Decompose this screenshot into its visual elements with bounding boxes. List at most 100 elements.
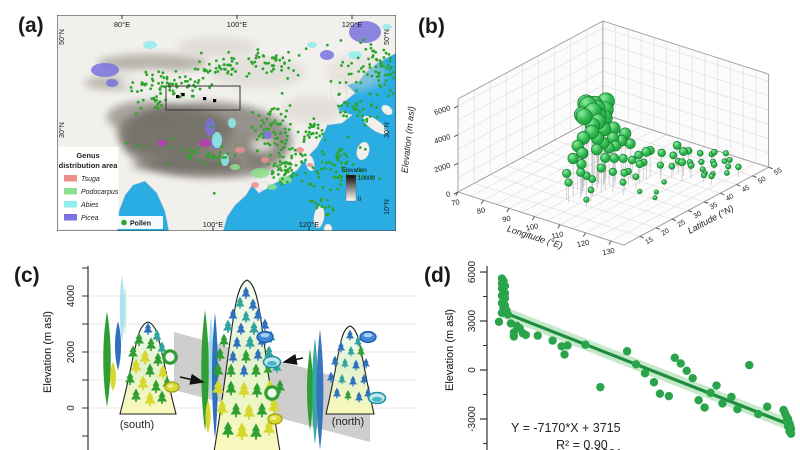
pollen-site-dot bbox=[278, 58, 282, 62]
pollen-site-dot bbox=[216, 156, 220, 160]
tree-icon bbox=[279, 390, 281, 393]
pollen-site-dot bbox=[387, 52, 391, 56]
tree-icon bbox=[264, 349, 274, 357]
pollen-site-dot bbox=[254, 64, 258, 68]
pollen-site-dot bbox=[361, 64, 365, 68]
pollen-site-dot bbox=[316, 123, 320, 127]
pollen-site-dot bbox=[218, 150, 222, 154]
pollen-site-dot bbox=[355, 89, 358, 93]
data-sphere bbox=[722, 150, 729, 157]
pollen-site-dot bbox=[339, 161, 343, 165]
pollen-site-dot bbox=[196, 67, 200, 71]
pollen-site-dot bbox=[382, 56, 386, 59]
pollen-site-dot bbox=[304, 158, 307, 162]
tree-icon bbox=[261, 414, 263, 418]
tree-icon bbox=[147, 337, 155, 344]
pollen-site-dot bbox=[294, 152, 298, 156]
relief-shading bbox=[250, 137, 274, 153]
pollen-site-dot bbox=[217, 64, 221, 68]
pollen-site-dot bbox=[205, 154, 209, 157]
pollen-site-dot bbox=[369, 103, 373, 106]
pollen-site-dot bbox=[196, 81, 200, 85]
pollen-site-dot bbox=[160, 81, 164, 85]
grid-line bbox=[457, 20, 604, 100]
pollen-site-dot bbox=[234, 70, 237, 73]
tree-icon bbox=[213, 379, 223, 388]
range-violin bbox=[205, 399, 211, 434]
transport-arrow bbox=[282, 353, 304, 365]
pollen-site-dot bbox=[362, 70, 366, 74]
pollen-site-dot bbox=[280, 140, 284, 144]
pollen-site-dot bbox=[351, 163, 355, 166]
pollen-site-dot bbox=[294, 163, 298, 167]
pollen-site-dot bbox=[191, 150, 195, 154]
pollen-site-dot bbox=[339, 179, 343, 182]
pollen-site-dot bbox=[157, 70, 161, 74]
pollen-site-dot bbox=[357, 174, 361, 178]
pollen-site-dot bbox=[316, 172, 320, 176]
grid-line bbox=[457, 70, 604, 150]
tree-icon bbox=[362, 360, 370, 367]
tick-label: 80°E bbox=[114, 20, 130, 29]
pollen-site-dot bbox=[273, 119, 277, 122]
tree-icon bbox=[350, 375, 356, 381]
schematic-canvas: 0 2000 4000 bbox=[66, 266, 416, 450]
pollen-site-dot bbox=[178, 95, 182, 99]
data-point bbox=[676, 359, 685, 368]
legend-swatch-abies bbox=[64, 201, 77, 208]
tree-icon bbox=[267, 372, 269, 375]
pollen-site-dot bbox=[283, 145, 286, 149]
data-point bbox=[494, 317, 504, 327]
tree-icon bbox=[232, 339, 242, 347]
data-point bbox=[733, 404, 742, 414]
tree-icon bbox=[224, 319, 232, 326]
pollen-site-dot bbox=[315, 136, 318, 139]
pollen-site-dot bbox=[203, 68, 207, 72]
tree-icon bbox=[144, 361, 146, 365]
pollen-site-dot bbox=[374, 70, 378, 74]
tree-icon bbox=[217, 399, 227, 408]
pollen-site-dot bbox=[340, 104, 343, 108]
pollen-site-dot bbox=[342, 114, 345, 118]
pollen-site-dot bbox=[254, 56, 258, 60]
genus-area-patch bbox=[143, 41, 157, 49]
tree-icon bbox=[126, 371, 134, 378]
tree-icon bbox=[238, 385, 250, 395]
pollen-site-dot bbox=[300, 161, 304, 165]
pollen-site-dot bbox=[283, 161, 287, 165]
tree-icon bbox=[142, 387, 144, 391]
pollen-site-dot bbox=[159, 91, 163, 95]
grid-line bbox=[768, 166, 773, 170]
tree-icon bbox=[217, 392, 219, 396]
data-sphere bbox=[564, 178, 573, 187]
data-sphere bbox=[637, 188, 643, 195]
tree-icon bbox=[141, 349, 149, 357]
range-violin bbox=[307, 349, 313, 431]
data-sphere bbox=[583, 196, 590, 203]
tree-icon bbox=[360, 354, 362, 357]
tree-icon bbox=[225, 384, 237, 393]
pollen-site-dot bbox=[167, 82, 171, 86]
pollen-site-dot bbox=[293, 148, 297, 152]
pollen-site-dot bbox=[247, 72, 251, 75]
tree-icon bbox=[250, 427, 262, 437]
x-tick-label: 120 bbox=[576, 238, 590, 249]
tree-icon bbox=[129, 382, 131, 385]
pollen-site-dot bbox=[261, 54, 265, 58]
tree-icon bbox=[128, 349, 138, 357]
tree-icon bbox=[268, 432, 270, 436]
pollen-site-dot bbox=[287, 50, 290, 54]
tree-icon bbox=[249, 298, 257, 305]
tree-icon bbox=[269, 397, 279, 406]
pollen-site-dot bbox=[289, 122, 292, 126]
tree-icon bbox=[237, 422, 247, 431]
pollen-site-dot bbox=[369, 46, 373, 50]
tree-icon bbox=[232, 318, 234, 321]
pollen-site-dot bbox=[339, 39, 343, 42]
pollen-grain-icon bbox=[363, 333, 373, 338]
tree-icon bbox=[214, 362, 222, 370]
pollen-site-dot bbox=[369, 43, 373, 46]
pollen-site-dot bbox=[336, 152, 339, 156]
pollen-site-dot bbox=[324, 213, 328, 217]
tree-icon bbox=[350, 354, 352, 357]
